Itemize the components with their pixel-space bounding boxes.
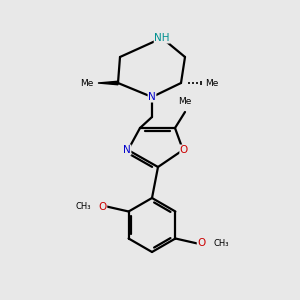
Text: Me: Me (205, 79, 219, 88)
Text: O: O (180, 145, 188, 155)
Text: O: O (197, 238, 206, 248)
Text: CH₃: CH₃ (213, 239, 229, 248)
Text: N: N (148, 92, 156, 102)
Text: Me: Me (80, 79, 94, 88)
Text: O: O (98, 202, 107, 212)
Text: Me: Me (178, 98, 192, 106)
Text: NH: NH (154, 33, 170, 43)
Text: CH₃: CH₃ (75, 202, 91, 211)
Polygon shape (98, 81, 118, 85)
Text: N: N (123, 145, 131, 155)
